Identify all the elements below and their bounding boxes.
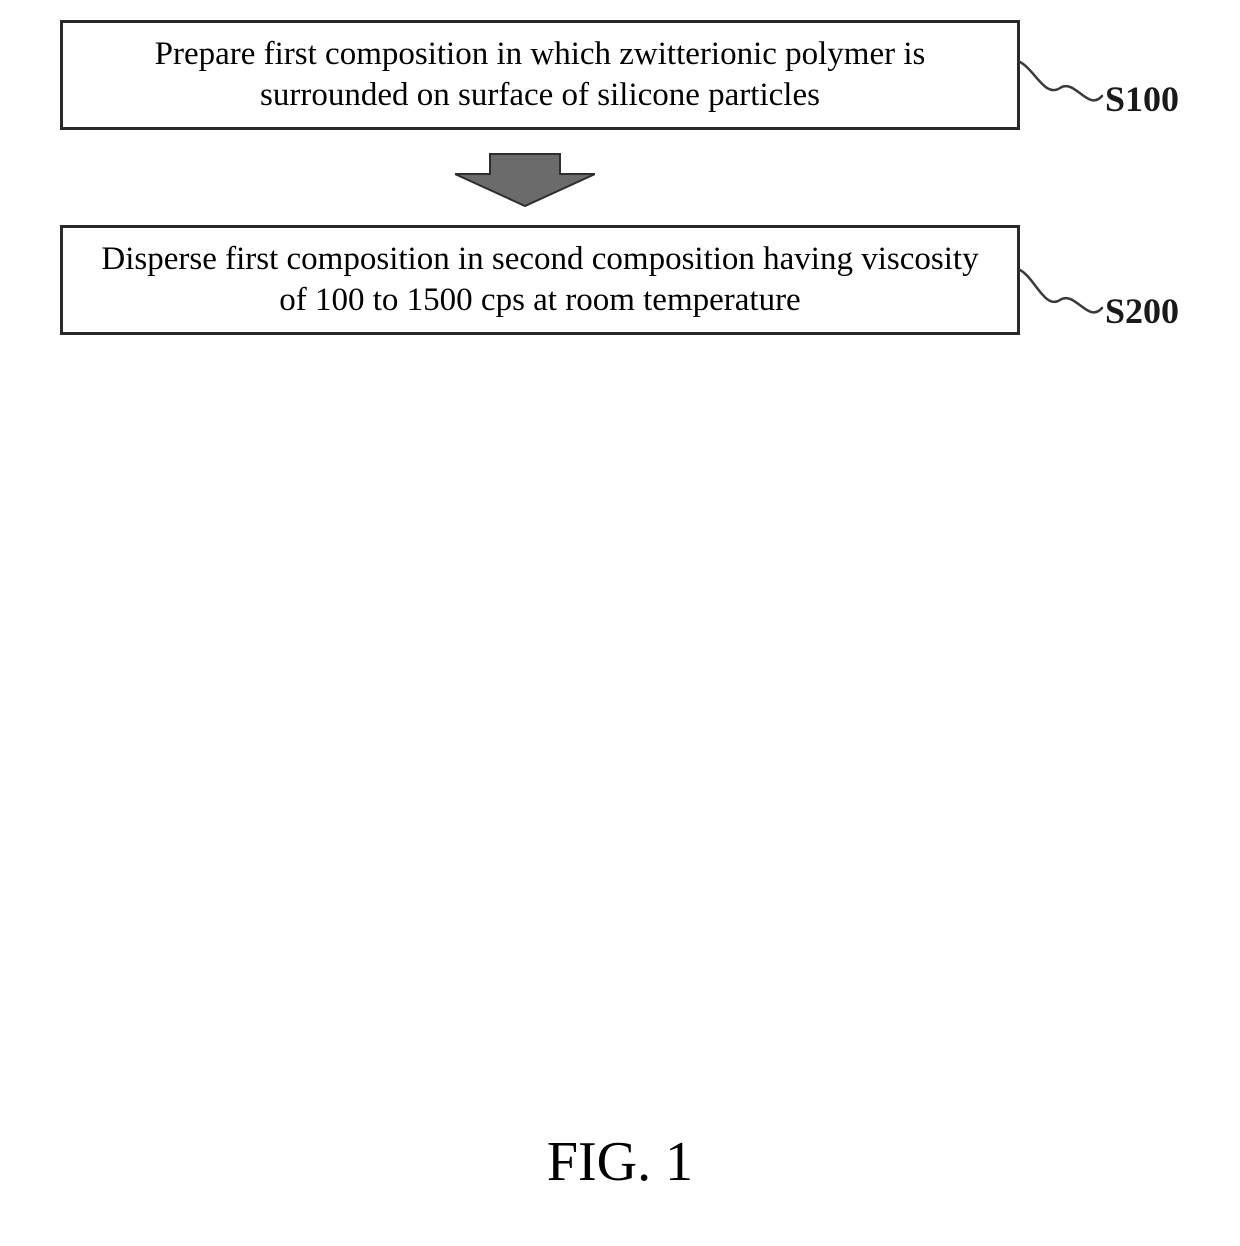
flow-step-label-s200: S200 <box>1105 290 1179 332</box>
figure-caption: FIG. 1 <box>0 1130 1240 1194</box>
diagram-canvas: Prepare first composition in which zwitt… <box>0 0 1240 1246</box>
connector-s200 <box>0 0 1240 400</box>
